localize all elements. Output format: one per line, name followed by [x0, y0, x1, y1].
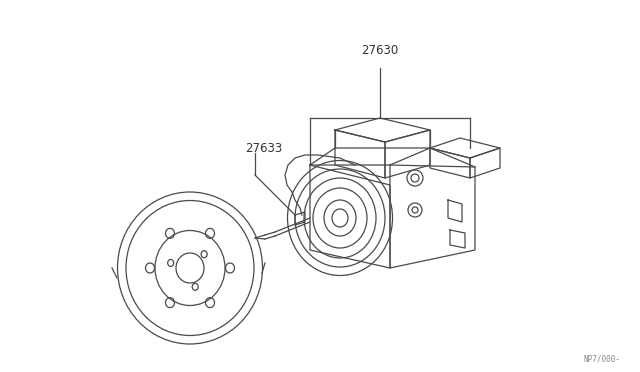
Text: 27633: 27633 [245, 141, 282, 154]
Text: NP7/000-: NP7/000- [583, 355, 620, 364]
Text: 27630: 27630 [362, 44, 399, 57]
